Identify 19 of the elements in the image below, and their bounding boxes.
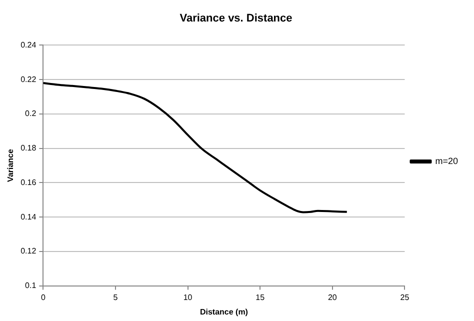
y-tick-label: 0.12 — [20, 246, 37, 256]
y-tick-label: 0.2 — [25, 109, 37, 118]
y-tick-label: 0.1 — [25, 281, 37, 290]
y-tick-label: 0.14 — [20, 212, 37, 222]
x-tick-label: 5 — [113, 292, 118, 302]
y-tick-label: 0.22 — [20, 74, 37, 84]
y-tick-label: 0.16 — [20, 178, 37, 187]
x-tick-label: 15 — [256, 292, 266, 302]
y-tick-label: 0.24 — [20, 40, 37, 50]
chart-title: Variance vs. Distance — [180, 12, 292, 25]
y-tick-label: 0.18 — [20, 144, 37, 153]
x-tick-label: 0 — [40, 292, 46, 302]
x-tick-label: 10 — [183, 292, 193, 302]
line-series — [43, 82, 348, 214]
x-tick-label: 25 — [400, 292, 410, 302]
x-axis-title: Distance (m) — [200, 307, 248, 316]
y-axis-title: Variance — [6, 148, 16, 182]
x-tick-label: 20 — [328, 292, 338, 302]
legend-label: m=20 — [435, 156, 458, 166]
